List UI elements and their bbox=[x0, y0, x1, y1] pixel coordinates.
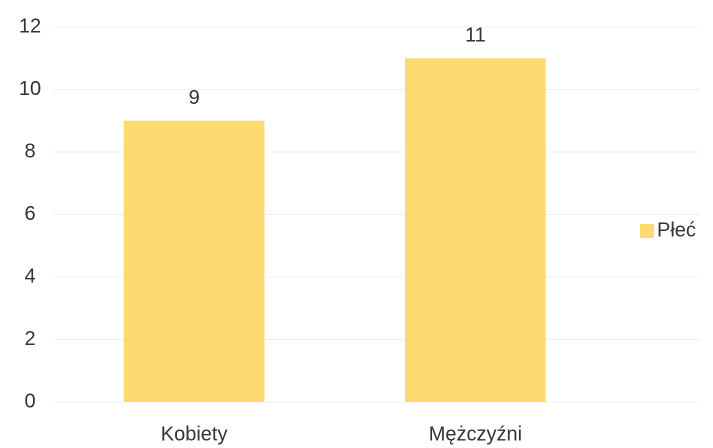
y-tick-label: 8 bbox=[24, 140, 35, 162]
y-tick-label: 0 bbox=[24, 390, 35, 412]
y-tick-label: 6 bbox=[24, 203, 35, 225]
x-tick-label: Kobiety bbox=[161, 423, 228, 445]
y-tick-label: 12 bbox=[19, 15, 41, 37]
y-tick-label: 2 bbox=[24, 328, 35, 350]
legend-swatch bbox=[640, 224, 654, 238]
data-label: 9 bbox=[189, 87, 200, 109]
bar bbox=[405, 58, 546, 402]
bar bbox=[123, 120, 265, 402]
y-tick-label: 4 bbox=[24, 265, 35, 287]
x-tick-label: Mężczyźni bbox=[429, 423, 522, 445]
y-tick-label: 10 bbox=[19, 78, 41, 100]
legend-label: Płeć bbox=[657, 219, 696, 241]
data-label: 11 bbox=[465, 25, 486, 47]
